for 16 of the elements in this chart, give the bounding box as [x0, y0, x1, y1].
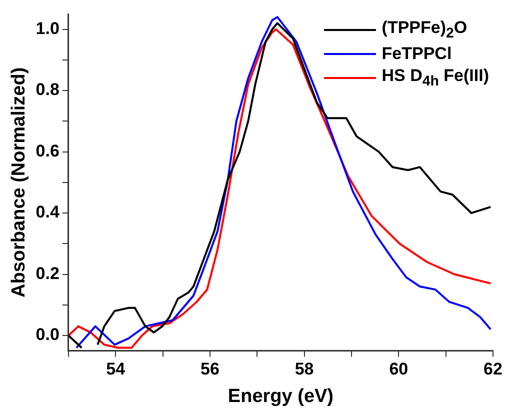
x-tick-label: 58: [294, 360, 314, 379]
y-tick-label: 0.2: [36, 264, 60, 283]
x-axis-title: Energy (eV): [228, 386, 334, 407]
y-tick-label: 0.4: [36, 202, 60, 222]
legend-label: HS D$_{4h}$ Fe(III): [382, 66, 489, 90]
x-tick-label: 60: [389, 360, 408, 379]
x-tick-label: 62: [484, 360, 502, 379]
y-tick-label: 0.6: [36, 141, 60, 160]
x-tick-label: 56: [200, 360, 220, 379]
y-axis-title: Absorbance (Normalized): [8, 67, 30, 298]
text: 0.0: [36, 325, 60, 344]
legend-label: FeTPPCl: [382, 44, 452, 64]
text: 1.0: [36, 18, 60, 38]
legend-label: (TPPFe)$_{2}$O: [382, 18, 468, 42]
y-tick-label: 0.8: [36, 80, 60, 100]
x-tick-label: 54: [106, 360, 126, 379]
